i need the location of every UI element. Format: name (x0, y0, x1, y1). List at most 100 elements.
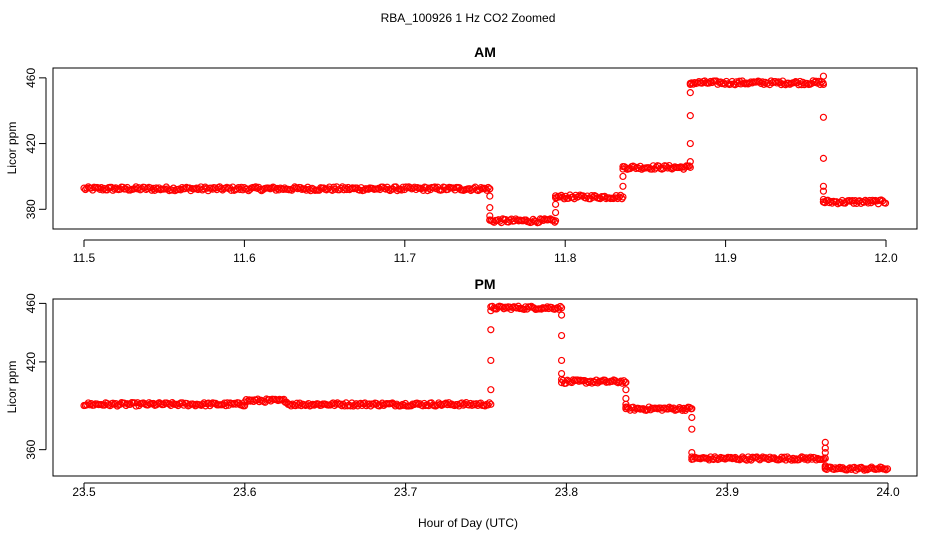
panel-am-y-axis: 380 420 460 (24, 68, 47, 219)
data-point (819, 80, 828, 89)
data-point (819, 187, 828, 195)
data-point (619, 172, 627, 181)
data-point (551, 217, 560, 225)
data-point (881, 199, 890, 207)
data-point (686, 139, 694, 148)
data-point (487, 356, 495, 365)
x-tick-label: 23.6 (233, 485, 257, 499)
y-tick-label: 380 (24, 199, 38, 219)
data-point (622, 394, 630, 403)
data-point (821, 449, 829, 457)
data-point (557, 304, 566, 312)
x-tick-label: 11.5 (73, 251, 96, 265)
data-point (486, 212, 494, 220)
data-point (819, 182, 828, 190)
data-point (819, 198, 828, 206)
data-point (486, 216, 494, 224)
data-point (688, 413, 696, 422)
panel-pm-title: PM (475, 276, 496, 292)
data-point (485, 399, 493, 407)
x-tick-label: 11.9 (714, 251, 737, 265)
y-tick-label: 420 (24, 133, 38, 153)
data-point (883, 465, 892, 473)
data-point (688, 405, 696, 413)
data-point (486, 185, 494, 193)
data-point (681, 163, 689, 171)
data-point (487, 400, 495, 408)
data-point (557, 331, 566, 340)
data-point (413, 399, 421, 407)
data-point (622, 378, 630, 386)
data-point (686, 89, 694, 97)
x-tick-label: 11.7 (394, 251, 417, 265)
panel-am-title: AM (474, 44, 496, 60)
panel-am-frame (52, 67, 918, 230)
x-tick-label: 11.8 (554, 251, 577, 265)
data-point (484, 183, 492, 192)
panel-pm: PM Licor ppm 23.5 23.6 23.7 23.8 23.9 24.0 36… (5, 276, 918, 499)
panel-am-ylabel: Licor ppm (5, 122, 19, 175)
data-point (689, 80, 697, 88)
data-point (821, 444, 829, 452)
data-point (557, 370, 566, 378)
data-point (685, 162, 693, 170)
data-point (619, 182, 627, 190)
panel-pm-y-axis: 360 420 460 (24, 293, 47, 460)
panel-pm-frame (52, 298, 918, 477)
y-tick-label: 460 (24, 293, 38, 313)
x-tick-label: 11.6 (233, 251, 256, 265)
data-point (551, 208, 560, 217)
data-point (759, 453, 767, 461)
data-point (868, 196, 877, 204)
panel-pm-points (80, 302, 892, 474)
data-point (688, 425, 696, 433)
panel-am-points (80, 72, 890, 227)
data-point (688, 449, 696, 457)
data-point (487, 386, 495, 394)
data-point (622, 405, 630, 413)
data-point (686, 158, 694, 166)
data-point (486, 204, 494, 212)
data-point (819, 195, 828, 204)
data-point (836, 463, 844, 471)
data-point (819, 154, 828, 162)
x-tick-label: 23.7 (394, 485, 418, 499)
data-point (686, 80, 694, 89)
data-point (551, 200, 560, 208)
data-point (688, 453, 696, 461)
main-title: RBA_100926 1 Hz CO2 Zoomed (381, 11, 556, 25)
data-point (557, 375, 566, 384)
data-point (556, 302, 564, 311)
data-point (821, 438, 829, 446)
data-point (287, 402, 295, 410)
data-point (557, 311, 566, 319)
data-point (821, 465, 829, 473)
data-point (557, 356, 566, 365)
data-point (622, 400, 630, 408)
panel-pm-ylabel: Licor ppm (5, 361, 19, 414)
x-tick-label: 12.0 (874, 251, 898, 265)
data-point (806, 453, 815, 461)
data-point (882, 466, 890, 474)
data-point (803, 79, 811, 88)
data-point (620, 377, 628, 385)
x-tick-label: 24.0 (876, 485, 900, 499)
data-point (686, 112, 694, 120)
data-point (821, 462, 829, 470)
data-point (487, 307, 495, 315)
data-point (477, 184, 485, 192)
panel-am: AM Licor ppm 11.5 11.6 11.7 11.8 11.9 12.0 38… (5, 44, 918, 265)
data-point (648, 165, 656, 173)
data-point (771, 77, 780, 86)
data-point (819, 113, 828, 121)
data-point (487, 326, 495, 334)
x-tick-label: 23.9 (716, 485, 740, 499)
x-tick-label: 23.8 (555, 485, 579, 499)
data-point (622, 386, 630, 394)
x-axis-title: Hour of Day (UTC) (418, 516, 518, 530)
data-point (551, 194, 560, 202)
data-point (619, 193, 627, 201)
panel-am-x-axis: 11.5 11.6 11.7 11.8 11.9 12.0 (73, 239, 898, 265)
